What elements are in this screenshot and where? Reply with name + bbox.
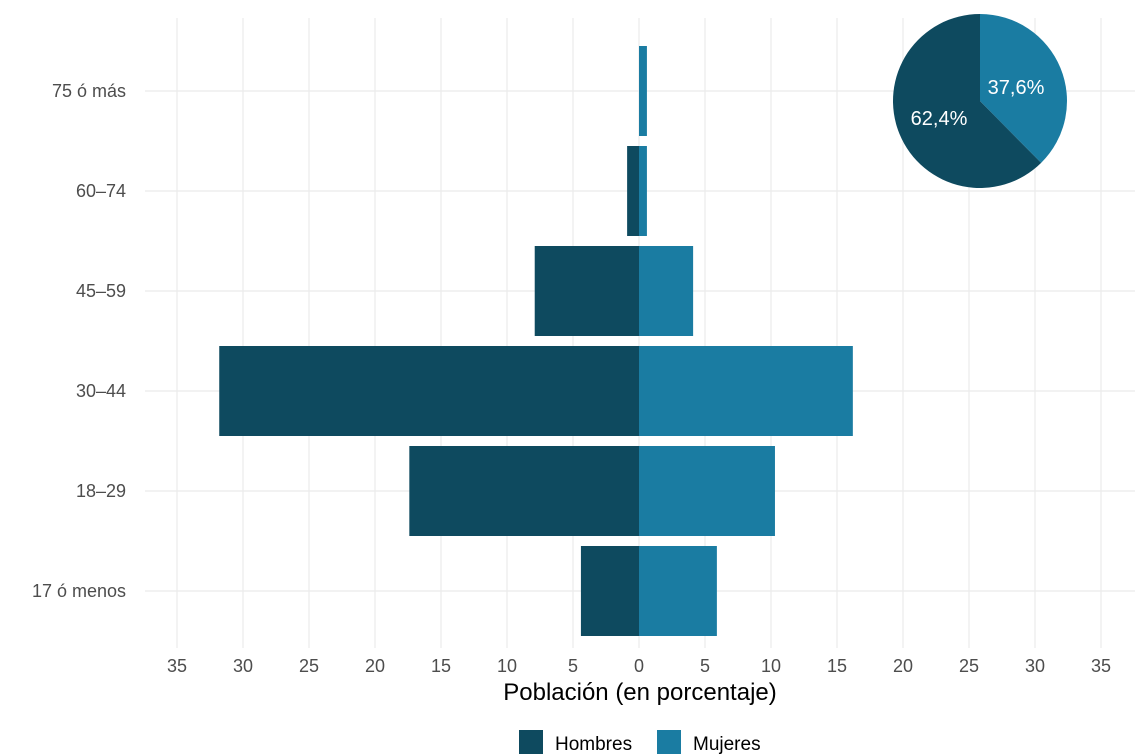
- x-tick-label: 20: [893, 656, 913, 676]
- x-tick-label: 15: [827, 656, 847, 676]
- pie-label-mujeres: 37,6%: [988, 77, 1045, 99]
- x-tick-label: 25: [299, 656, 319, 676]
- pie-slice-hombres: [892, 14, 1042, 189]
- x-tick-label: 5: [700, 656, 710, 676]
- bar-hombres: [580, 546, 639, 636]
- y-axis-tick-labels: 17 ó menos 18–29 30–44 45–59 60–74 75 ó más: [32, 81, 126, 601]
- x-tick-label: 35: [167, 656, 187, 676]
- bar-mujeres: [639, 446, 775, 536]
- bar-mujeres: [639, 346, 853, 436]
- legend-swatch-hombres: [519, 730, 543, 754]
- legend: Hombres Mujeres: [519, 730, 761, 754]
- bar-hombres: [219, 346, 640, 436]
- x-tick-label: 5: [568, 656, 578, 676]
- bar-mujeres: [639, 46, 647, 136]
- y-tick-label: 75 ó más: [52, 81, 126, 101]
- x-tick-label: 0: [634, 656, 644, 676]
- bars: [219, 46, 853, 636]
- legend-label-mujeres: Mujeres: [693, 734, 761, 754]
- bar-mujeres: [639, 546, 717, 636]
- x-tick-label: 20: [365, 656, 385, 676]
- x-tick-label: 35: [1091, 656, 1111, 676]
- bar-mujeres: [639, 146, 647, 236]
- x-tick-label: 15: [431, 656, 451, 676]
- x-axis-title: Población (en porcentaje): [503, 679, 777, 706]
- pie-label-hombres: 62,4%: [911, 108, 968, 130]
- y-tick-label: 18–29: [76, 481, 126, 501]
- legend-swatch-mujeres: [657, 730, 681, 754]
- y-tick-label: 17 ó menos: [32, 581, 126, 601]
- bar-hombres: [534, 246, 639, 336]
- y-tick-label: 45–59: [76, 281, 126, 301]
- x-tick-label: 30: [1025, 656, 1045, 676]
- x-tick-label: 10: [761, 656, 781, 676]
- x-axis-tick-labels: 35 30 25 20 15 10 5 0 5 10 15 20 25 30 35: [167, 656, 1111, 676]
- y-tick-label: 60–74: [76, 181, 126, 201]
- bar-mujeres: [639, 246, 694, 336]
- x-tick-label: 25: [959, 656, 979, 676]
- pie-slice-mujeres: [980, 14, 1067, 163]
- y-tick-label: 30–44: [76, 381, 126, 401]
- inset-pie-chart: 37,6% 62,4%: [892, 14, 1067, 189]
- x-tick-label: 10: [497, 656, 517, 676]
- bar-hombres: [627, 146, 639, 236]
- x-tick-label: 30: [233, 656, 253, 676]
- bar-hombres: [409, 446, 639, 536]
- legend-label-hombres: Hombres: [555, 734, 632, 754]
